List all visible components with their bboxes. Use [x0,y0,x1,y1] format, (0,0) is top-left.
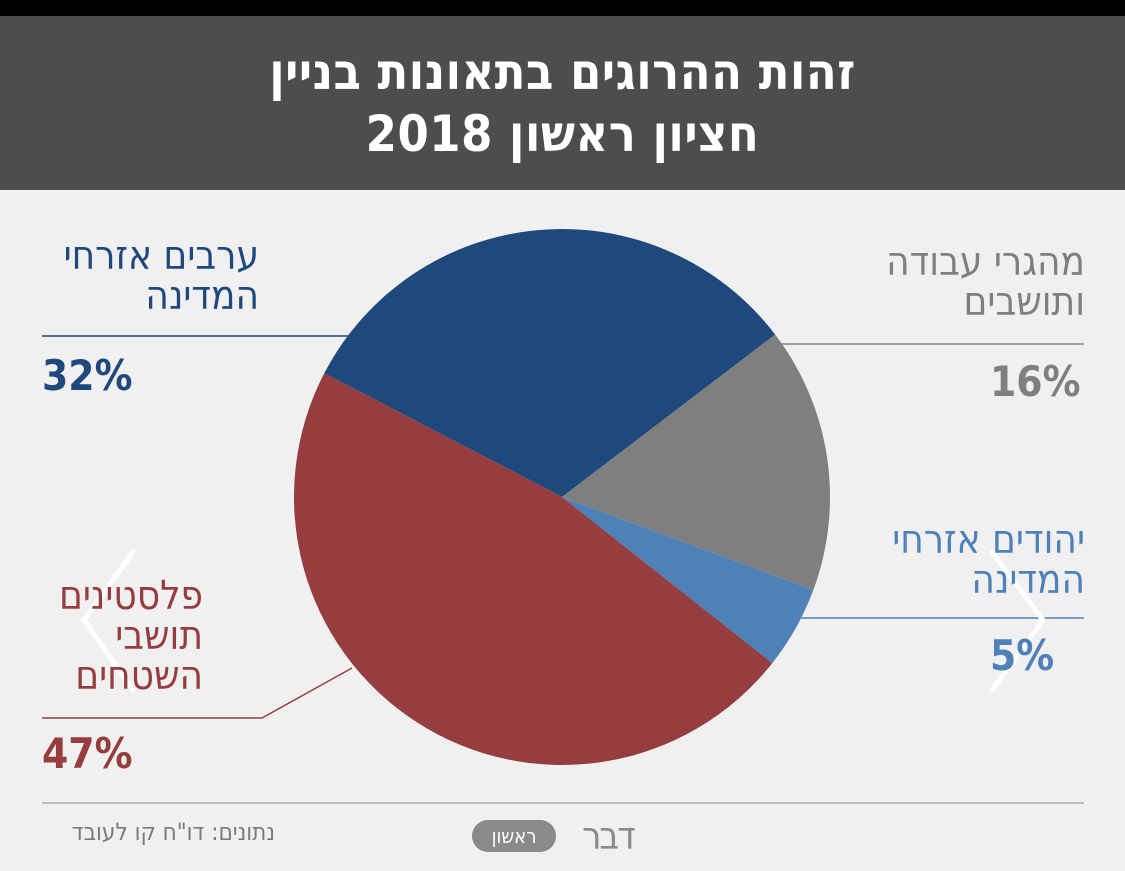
chart-header: זהות ההרוגים בתאונות בניין חציון ראשון 2… [0,16,1125,190]
label-jewish-citizens-line2: המדינה [971,557,1085,603]
slice-jewish-citizens [562,497,814,664]
label-arab-citizens-line1: ערבים אזרחי [63,233,259,279]
pie-slices [294,229,830,765]
slice-migrant-workers [562,334,830,590]
label-palestinians-line1: פלסטינים [58,573,203,619]
label-jewish-citizens: יהודים אזרחי המדינה [825,520,1085,600]
source-note: נתונים: דו"ח קו לעובד [71,818,275,846]
top-strip [0,0,1125,16]
logo-pill-text: ראשון [491,824,537,848]
chart-title-line1: זהות ההרוגים בתאונות בניין [269,43,856,101]
chart-title-line2: חציון ראשון 2018 [365,105,760,163]
value-jewish-citizens: 5% [990,631,1055,680]
value-arab-citizens: 32% [42,351,133,400]
leader-palestinians [42,667,353,719]
label-arab-citizens-line2: המדינה [145,273,259,319]
chevron-right-icon[interactable] [989,549,1046,693]
leader-lines [42,335,1084,719]
slice-arab-citizens [324,229,776,498]
label-jewish-citizens-line1: יהודים אזרחי [892,517,1085,563]
label-migrant-workers: מהגרי עבודה ותושבים [825,242,1085,322]
label-arab-citizens: ערבים אזרחי המדינה [19,236,259,316]
publisher-logo: ראשון דבר [470,812,660,860]
logo-word: דבר [582,814,636,858]
footer-divider [42,802,1084,804]
slice-palestinians [294,373,773,765]
label-palestinians: פלסטינים תושבי השטחים [3,576,203,696]
label-migrant-workers-line2: ותושבים [963,279,1085,325]
label-palestinians-line2: תושבי [115,613,203,659]
value-palestinians: 47% [42,729,133,778]
label-palestinians-line3: השטחים [75,653,203,699]
label-migrant-workers-line1: מהגרי עבודה [886,239,1085,285]
chevron-left-icon[interactable] [81,549,136,693]
value-migrant-workers: 16% [990,357,1081,406]
logo-pill [472,820,556,852]
